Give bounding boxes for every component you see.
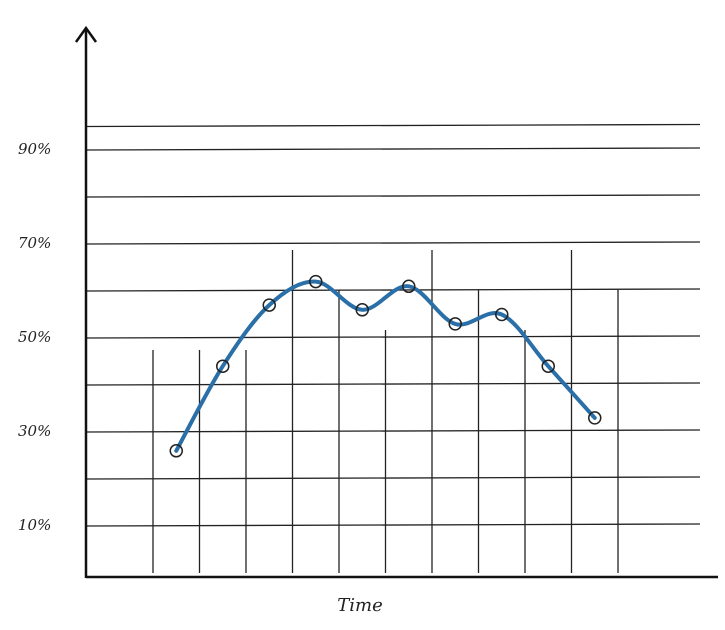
grid-line	[85, 241, 701, 245]
y-axis-arrow	[74, 25, 98, 43]
grid-line	[85, 523, 701, 527]
data-point	[262, 298, 276, 312]
grid-line-minor	[85, 476, 701, 480]
y-tick-label: 90%	[18, 140, 51, 158]
grid-line	[85, 147, 701, 151]
y-tick-label: 10%	[18, 516, 51, 534]
data-point	[169, 444, 183, 458]
grid-line-minor	[85, 123, 701, 128]
data-point	[541, 359, 555, 373]
data-point	[355, 303, 369, 317]
x-axis-label: Time	[337, 595, 382, 616]
grid-line	[85, 335, 701, 339]
grid-line-minor	[85, 194, 701, 198]
y-tick-label: 70%	[18, 234, 51, 252]
y-tick-label: 30%	[18, 422, 51, 440]
data-point	[448, 317, 462, 331]
data-point	[588, 411, 602, 425]
data-point	[495, 307, 509, 322]
data-point	[402, 279, 416, 294]
series-line	[174, 279, 597, 453]
grid-line-minor	[85, 382, 701, 386]
data-point	[309, 274, 323, 289]
y-tick-label: 50%	[18, 328, 51, 346]
data-point	[216, 359, 230, 373]
